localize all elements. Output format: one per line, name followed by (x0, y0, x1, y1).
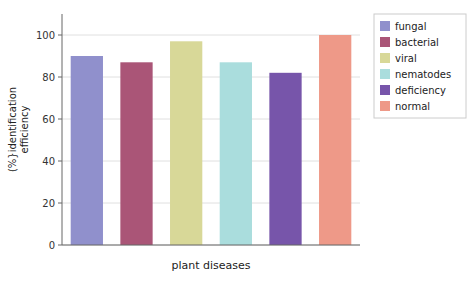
legend-label: deficiency (395, 85, 446, 96)
y-axis (62, 14, 63, 245)
grid-line (62, 203, 360, 204)
legend-label: bacterial (395, 37, 439, 48)
legend-box (374, 14, 466, 118)
legend-label: normal (395, 101, 430, 112)
legend-swatch (380, 21, 390, 31)
legend-label: nematodes (395, 69, 451, 80)
bars (71, 35, 352, 245)
grid-line (62, 245, 360, 246)
y-tick (58, 35, 62, 36)
y-tick-label: 80 (42, 72, 55, 83)
legend-swatch (380, 85, 390, 95)
legend-label: viral (395, 53, 417, 64)
grid-line (62, 77, 360, 78)
legend-swatch (380, 37, 390, 47)
y-tick-label: 0 (49, 240, 55, 251)
y-tick (58, 161, 62, 162)
legend: fungal bacterial viral nematodes deficiency n… (374, 14, 466, 118)
chart: 0 20 40 60 80 100 plant diseases (%}identificat… (0, 0, 474, 283)
y-axis-label: (%}identificationefficiency (7, 87, 30, 172)
y-tick-label: 20 (42, 198, 55, 209)
bar (220, 62, 252, 245)
legend-swatch (380, 53, 390, 63)
bar (269, 73, 301, 245)
grid-line (62, 119, 360, 120)
y-tick (58, 119, 62, 120)
grid-line (62, 35, 360, 36)
legend-swatch (380, 69, 390, 79)
x-axis (62, 245, 360, 246)
legend-label: fungal (395, 21, 426, 32)
bar (120, 62, 152, 245)
y-tick-label: 60 (42, 114, 55, 125)
bar (170, 41, 202, 245)
y-tick (58, 203, 62, 204)
y-tick-label: 40 (42, 156, 55, 167)
y-tick (58, 77, 62, 78)
y-tick-label: 100 (36, 30, 55, 41)
grid-line (62, 161, 360, 162)
x-axis-label: plant diseases (171, 259, 250, 272)
bar (71, 56, 103, 245)
legend-swatch (380, 101, 390, 111)
bar (319, 35, 351, 245)
y-tick (58, 245, 62, 246)
